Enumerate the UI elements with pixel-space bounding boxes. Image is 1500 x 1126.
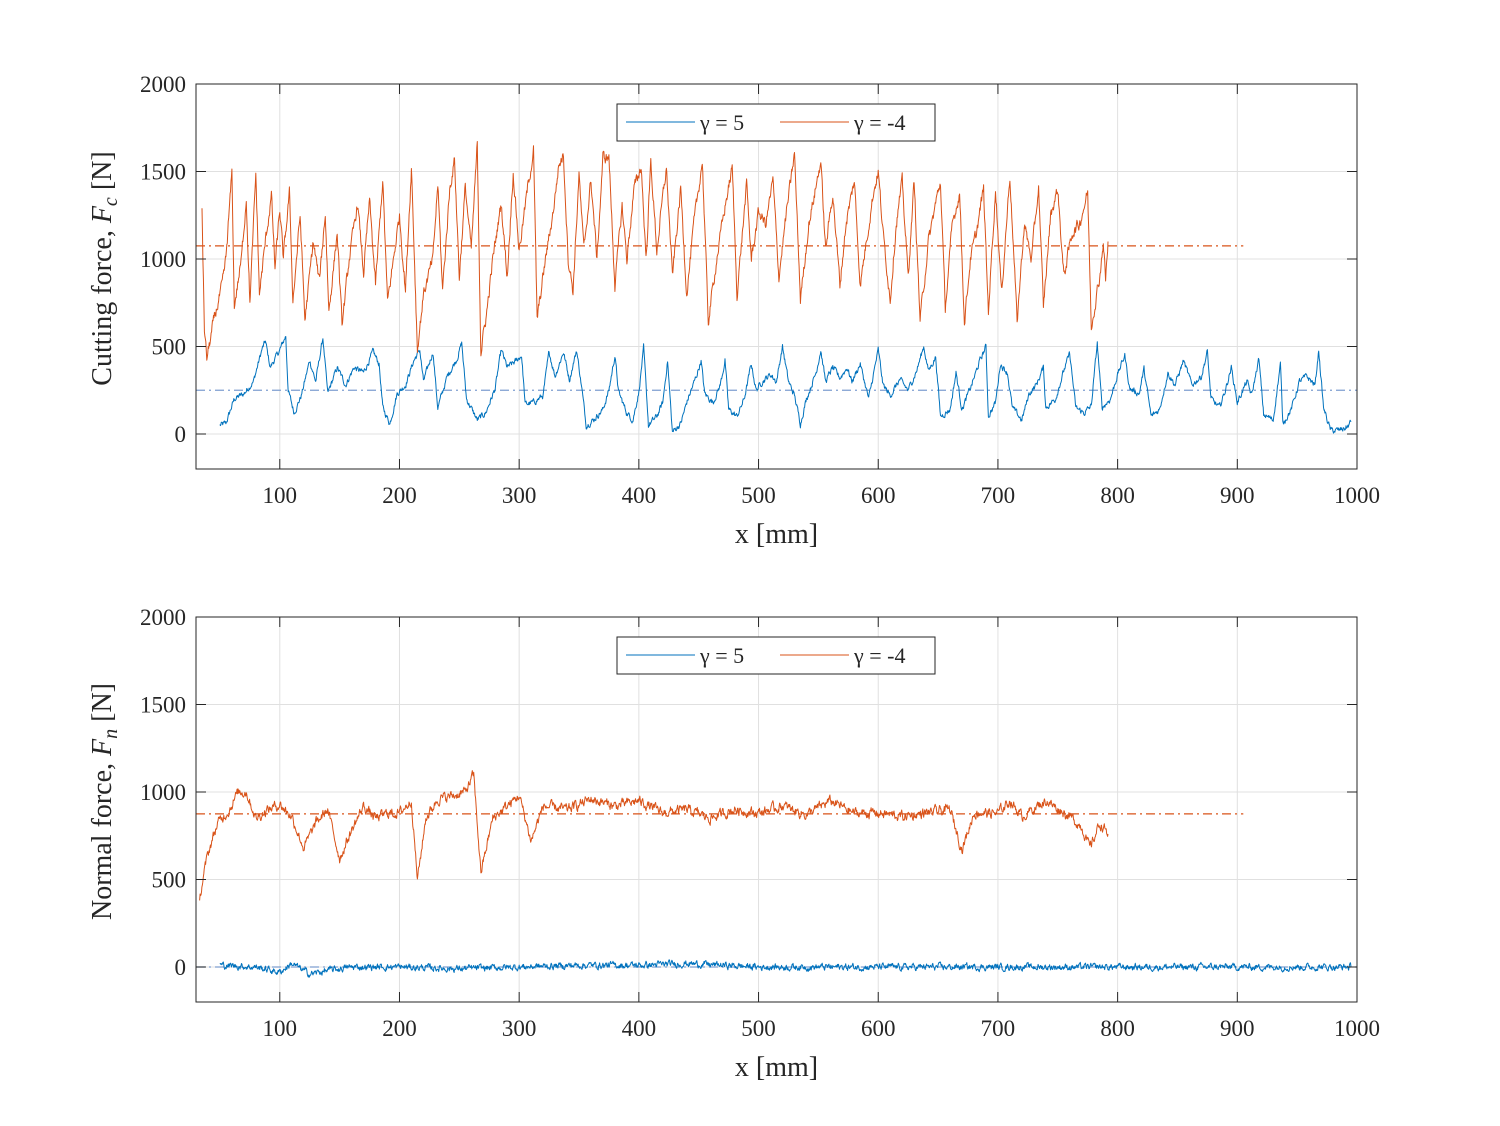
x-tick-label: 1000 bbox=[1334, 1016, 1380, 1041]
x-axis-label: x [mm] bbox=[735, 519, 818, 550]
x-tick-label: 600 bbox=[861, 483, 896, 508]
x-tick-label: 100 bbox=[263, 1016, 298, 1041]
normal-force-axes: 100 200 300 400 500 600 700 800 900 1000 0 500 1000 1… bbox=[87, 605, 1380, 1083]
x-tick-label: 400 bbox=[622, 1016, 657, 1041]
x-tick-label: 900 bbox=[1220, 1016, 1255, 1041]
axes-box bbox=[195, 616, 1358, 1003]
cutting-force-axes: 100 200 300 400 500 600 700 800 900 1000 0 500 1000 1… bbox=[87, 72, 1380, 550]
ticks: 100 200 300 400 500 600 700 800 900 1000 0 500 1000 1… bbox=[140, 605, 1380, 1041]
x-tick-label: 300 bbox=[502, 483, 537, 508]
legend: γ = 5 γ = -4 bbox=[616, 636, 936, 675]
y-tick-label: 500 bbox=[152, 868, 187, 893]
y-axis-label-symbol: F bbox=[87, 205, 118, 224]
series-lines bbox=[199, 770, 1352, 978]
y-axis-label: Cutting force, Fc [N] bbox=[87, 151, 122, 385]
x-tick-label: 700 bbox=[981, 1016, 1016, 1041]
x-tick-label: 700 bbox=[981, 483, 1016, 508]
legend-label-gamma-5: γ = 5 bbox=[699, 110, 744, 135]
y-axis-label-symbol: F bbox=[87, 738, 118, 757]
series-line bbox=[219, 959, 1352, 978]
series-lines bbox=[201, 141, 1352, 434]
x-tick-label: 600 bbox=[861, 1016, 896, 1041]
legend-label-gamma-5: γ = 5 bbox=[699, 643, 744, 668]
series-line bbox=[199, 770, 1109, 901]
x-tick-label: 500 bbox=[741, 1016, 776, 1041]
y-tick-label: 2000 bbox=[140, 605, 186, 630]
x-axis-label: x [mm] bbox=[735, 1052, 818, 1083]
y-axis-label-prefix: Normal force, bbox=[87, 756, 118, 920]
mean-lines bbox=[196, 245, 1357, 391]
y-tick-label: 0 bbox=[175, 422, 187, 447]
series-line bbox=[219, 336, 1352, 434]
y-tick-label: 1500 bbox=[140, 693, 186, 718]
mean-lines bbox=[196, 813, 1357, 968]
x-tick-label: 800 bbox=[1100, 483, 1135, 508]
y-axis-label-subscript: n bbox=[100, 729, 122, 739]
y-tick-label: 0 bbox=[175, 955, 187, 980]
y-tick-label: 1000 bbox=[140, 780, 186, 805]
series-line bbox=[201, 141, 1109, 361]
y-axis-label: Normal force, Fn [N] bbox=[87, 683, 122, 920]
x-tick-label: 100 bbox=[263, 483, 298, 508]
x-tick-label: 200 bbox=[382, 1016, 417, 1041]
x-tick-label: 300 bbox=[502, 1016, 537, 1041]
ticks: 100 200 300 400 500 600 700 800 900 1000 0 500 1000 1… bbox=[140, 72, 1380, 508]
y-axis-label-subscript: c bbox=[100, 197, 122, 206]
y-axis-label-prefix: Cutting force, bbox=[87, 223, 118, 386]
x-tick-label: 900 bbox=[1220, 483, 1255, 508]
legend-label-gamma-minus-4: γ = -4 bbox=[853, 110, 905, 135]
y-axis-label-suffix: [N] bbox=[87, 683, 118, 729]
x-tick-label: 200 bbox=[382, 483, 417, 508]
x-tick-label: 1000 bbox=[1334, 483, 1380, 508]
y-tick-label: 1500 bbox=[140, 160, 186, 185]
y-tick-label: 1000 bbox=[140, 247, 186, 272]
y-tick-label: 2000 bbox=[140, 72, 186, 97]
legend: γ = 5 γ = -4 bbox=[616, 103, 936, 142]
y-axis-label-suffix: [N] bbox=[87, 151, 118, 197]
x-tick-label: 500 bbox=[741, 483, 776, 508]
legend-box bbox=[616, 103, 936, 142]
axes-box bbox=[195, 83, 1358, 470]
legend-label-gamma-minus-4: γ = -4 bbox=[853, 643, 905, 668]
y-tick-label: 500 bbox=[152, 335, 187, 360]
x-tick-label: 400 bbox=[622, 483, 657, 508]
grid bbox=[196, 83, 1358, 469]
x-tick-label: 800 bbox=[1100, 1016, 1135, 1041]
